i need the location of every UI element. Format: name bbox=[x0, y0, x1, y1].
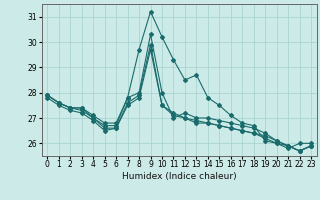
X-axis label: Humidex (Indice chaleur): Humidex (Indice chaleur) bbox=[122, 172, 236, 181]
